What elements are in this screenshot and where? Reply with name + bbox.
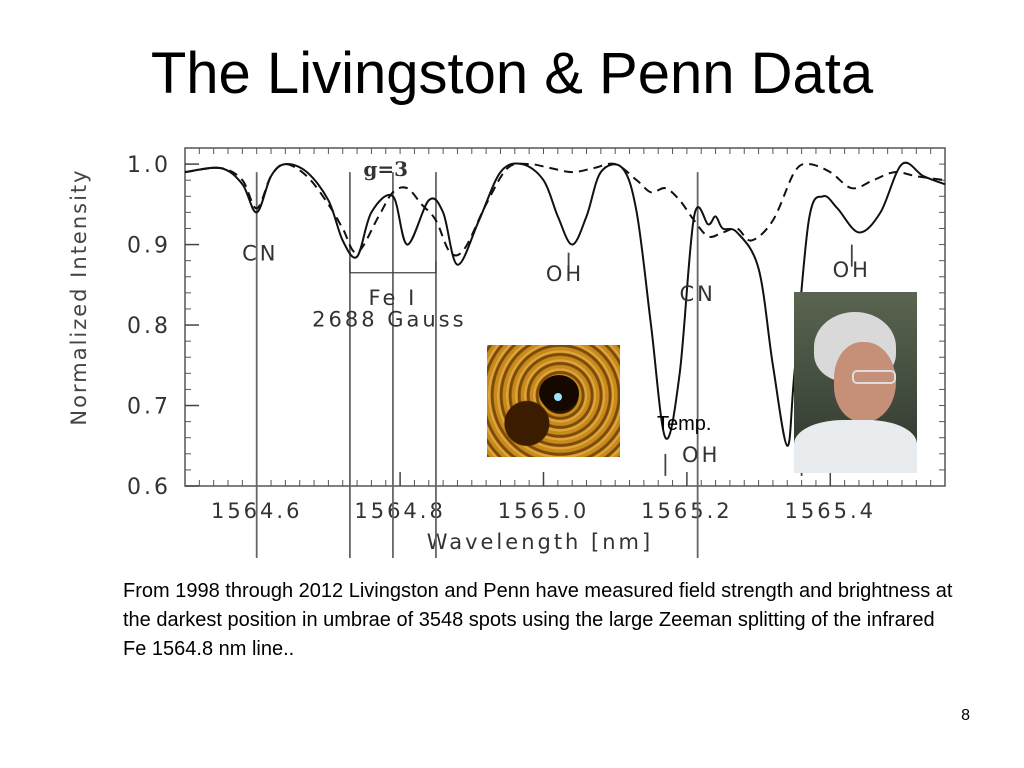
y-tick-label: 0.8: [127, 314, 171, 339]
plot-frame: [184, 147, 946, 487]
y-axis-label: Normalized Intensity: [67, 168, 91, 425]
annotation-5: OH: [546, 262, 584, 286]
fe-bracket: [349, 260, 437, 274]
portrait-photo: [794, 292, 917, 473]
x-tick-label: 1564.8: [354, 499, 445, 523]
annotation-8: OH: [682, 443, 720, 467]
slide-caption: From 1998 through 2012 Livingston and Pe…: [123, 580, 953, 660]
portrait-glasses: [852, 370, 896, 384]
page-number: 8: [961, 707, 970, 724]
x-axis-label: Wavelength [nm]: [427, 530, 653, 554]
y-tick-label: 0.6: [127, 475, 171, 500]
slide-title: The Livingston & Penn Data: [150, 41, 874, 106]
y-tick-label: 0.9: [127, 234, 171, 259]
sunspot-bright-point: [554, 393, 562, 401]
x-tick-label: 1564.6: [211, 499, 302, 523]
x-tick-label: 1565.4: [785, 499, 876, 523]
portrait-sweater: [794, 420, 917, 473]
annotation-7: OH: [833, 258, 871, 282]
annotation-3: Fe I: [369, 286, 418, 310]
annotation-4: 2688 Gauss: [312, 308, 466, 332]
dashed-spectrum-line: [184, 162, 946, 257]
x-tick-label: 1565.0: [498, 499, 589, 523]
x-tick-label: 1565.2: [641, 499, 732, 523]
temp-label: Temp.: [657, 413, 712, 435]
y-tick-label: 1.0: [127, 153, 171, 178]
annotation-2: CN: [242, 242, 278, 266]
sunspot-image: [487, 345, 620, 457]
annotation-6: CN: [679, 282, 715, 306]
spectrum-chart: 0.6 0.7 0.8 0.9 1.0 1564.6 1564.8 1565.0 1565.2 1…: [67, 147, 946, 558]
y-tick-label: 0.7: [127, 395, 171, 420]
annotation-1: g=3: [363, 157, 408, 181]
